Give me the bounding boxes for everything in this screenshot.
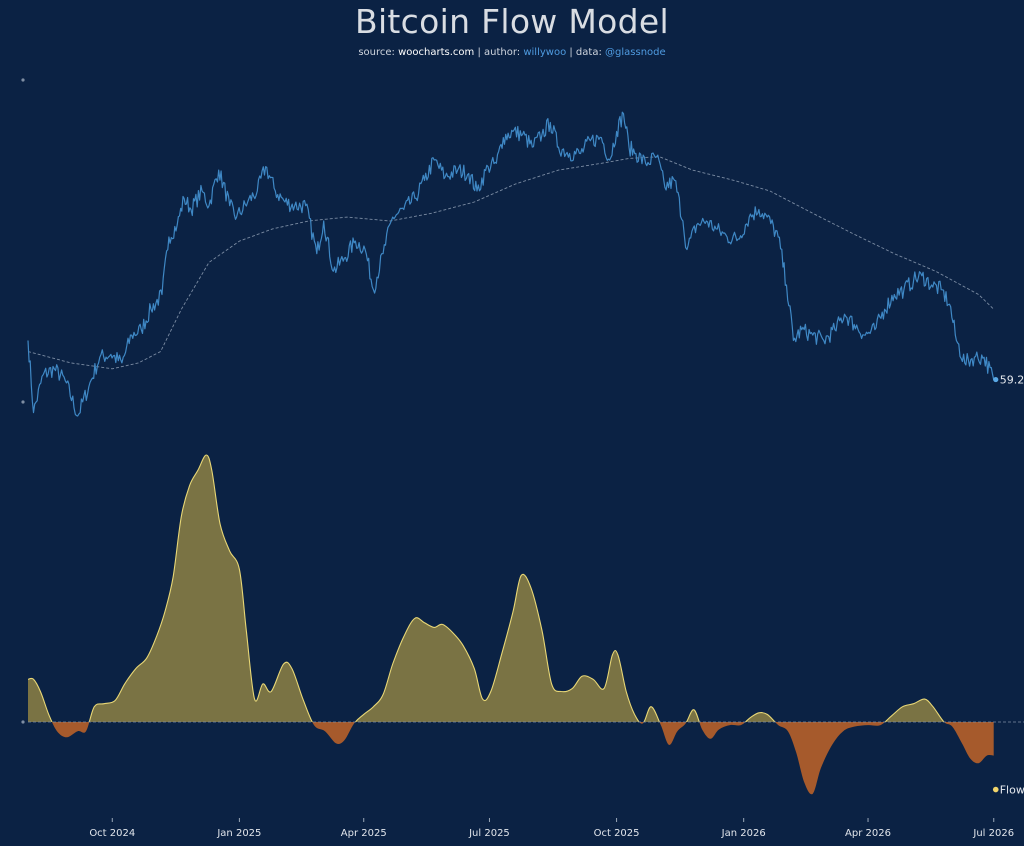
flow-panel: Flow Model	[21, 454, 1024, 797]
x-tick-label-1: Jan 2025	[216, 828, 261, 839]
x-tick-label-7: Jul 2026	[972, 828, 1014, 839]
data-source-link[interactable]: @glassnode	[605, 47, 666, 58]
flow-negative-area	[28, 722, 994, 795]
x-tick-label-5: Jan 2026	[721, 828, 766, 839]
flow-line	[27, 454, 945, 722]
chart-subtitle: source: woocharts.com | author: willywoo…	[0, 47, 1024, 58]
price-line	[27, 111, 995, 417]
chart-title: Bitcoin Flow Model	[355, 2, 669, 41]
author-link[interactable]: willywoo	[523, 47, 567, 58]
x-axis: Oct 2024 Jan 2025 Apr 2025 Jul 2025 Oct 2025…	[89, 818, 1014, 839]
source-prefix: source:	[358, 47, 399, 58]
price-end-label: 59.2k Price	[1000, 374, 1024, 387]
price-panel: 59.2k Price	[21, 78, 1024, 417]
x-tick-label-6: Apr 2026	[845, 828, 891, 839]
moving-average-line	[27, 156, 995, 370]
x-tick-label-2: Apr 2025	[341, 828, 387, 839]
flow-positive-area	[28, 455, 994, 722]
x-tick-label-0: Oct 2024	[89, 828, 135, 839]
data-prefix: | data:	[566, 47, 606, 58]
flow-end-label: Flow Model	[1000, 784, 1024, 797]
x-tick-label-3: Jul 2025	[468, 828, 510, 839]
source-link[interactable]: woocharts.com	[398, 47, 475, 58]
price-y-tick-1	[21, 78, 25, 82]
price-end-marker	[993, 376, 999, 383]
price-y-tick-2	[21, 400, 25, 404]
author-prefix: | author:	[474, 47, 524, 58]
flow-y-tick	[21, 720, 25, 724]
flow-end-marker	[992, 786, 999, 793]
x-tick-label-4: Oct 2025	[594, 828, 640, 839]
